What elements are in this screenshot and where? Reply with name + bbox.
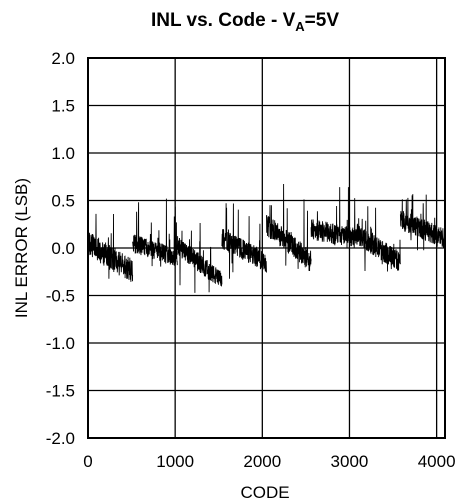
x-tick-label: 4000 — [418, 452, 456, 471]
y-tick-label: 0.0 — [51, 239, 75, 258]
y-tick-label: -1.5 — [46, 382, 75, 401]
chart-title-subscript: A — [295, 19, 305, 34]
y-tick-label: 0.5 — [51, 192, 75, 211]
chart-title-suffix: =5V — [305, 10, 340, 31]
chart-title-main: INL vs. Code - V — [151, 10, 296, 31]
x-tick-labels: 0 1000 2000 3000 4000 — [83, 452, 455, 471]
x-tick-label: 2000 — [243, 452, 281, 471]
y-tick-label: 1.0 — [51, 144, 75, 163]
inl-series-segment — [355, 206, 401, 272]
x-axis-label: CODE — [240, 483, 289, 502]
y-axis-label: INL ERROR (LSB) — [12, 178, 31, 318]
y-tick-label: 2.0 — [51, 49, 75, 68]
x-tick-label: 0 — [83, 452, 92, 471]
inl-series-segment — [87, 213, 134, 282]
x-tick-label: 1000 — [156, 452, 194, 471]
y-tick-label: -2.0 — [46, 429, 75, 448]
plot-frame — [87, 57, 446, 439]
data-layer — [87, 183, 446, 293]
inl-series-segment — [310, 187, 357, 249]
inl-series-segment — [266, 183, 312, 272]
inl-series-segment — [176, 222, 223, 293]
y-tick-label: -1.0 — [46, 334, 75, 353]
x-tick-label: 3000 — [331, 452, 369, 471]
inl-series-segment — [221, 203, 267, 279]
y-tick-labels: 2.0 1.5 1.0 0.5 0.0 -0.5 -1.0 -1.5 -2.0 — [46, 49, 75, 448]
inl-series-segment — [399, 194, 446, 251]
inl-series-segment — [132, 198, 178, 267]
y-tick-label: -0.5 — [46, 287, 75, 306]
y-tick-label: 1.5 — [51, 97, 75, 116]
chart-title: INL vs. Code - VA=5V — [151, 10, 339, 34]
